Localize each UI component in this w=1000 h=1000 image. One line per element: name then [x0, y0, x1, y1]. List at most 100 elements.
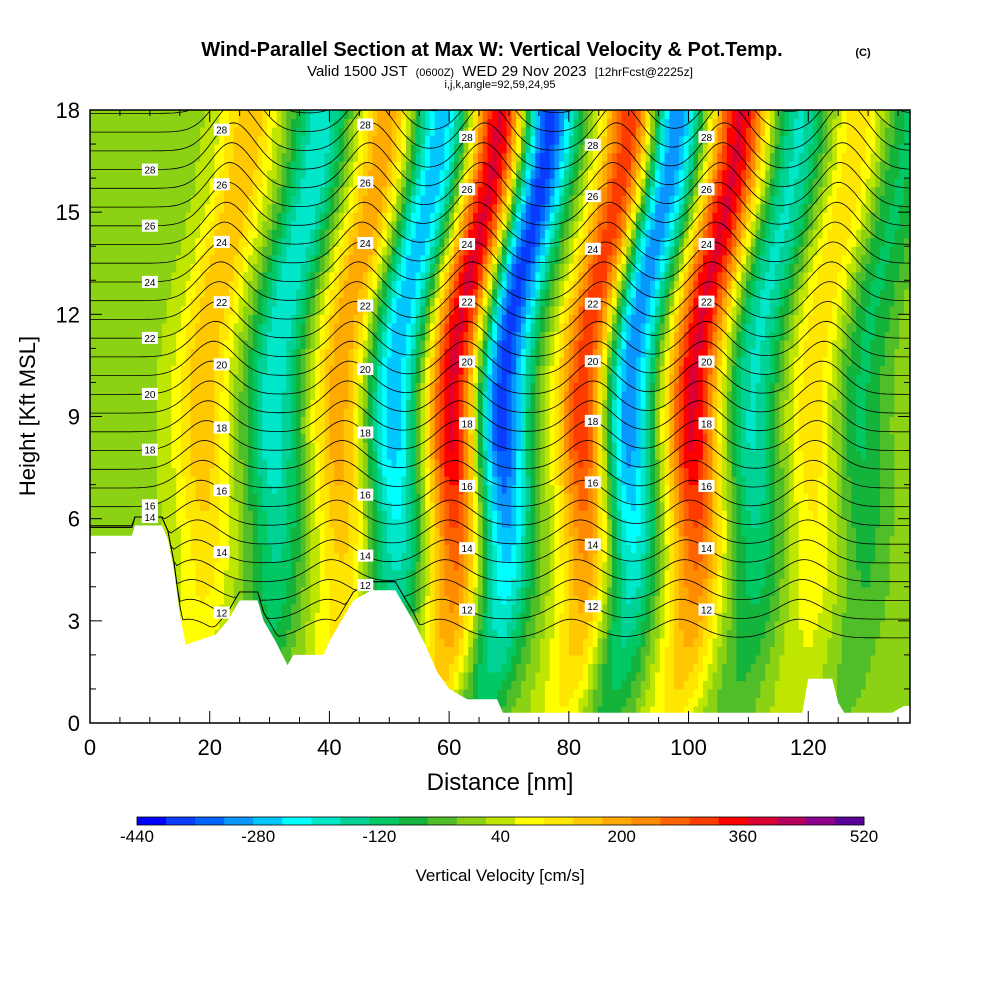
x-axis-ticks: 0 20 40 60 80 100 120 [84, 110, 899, 760]
theta-contour-label: 16 [584, 476, 601, 489]
colorbar-tick-label: 520 [850, 827, 878, 846]
theta-contour-label: 20 [213, 358, 230, 371]
colorbar-swatch [224, 817, 254, 825]
theta-contour-label: 12 [698, 603, 715, 617]
valid-date: WED 29 Nov 2023 [462, 63, 586, 80]
colorbar-swatch [515, 817, 545, 825]
theta-contour-labels: 1214161820222426281214161820222426281214… [141, 118, 715, 620]
theta-contour-label: 26 [357, 176, 374, 189]
theta-contour-line [90, 440, 910, 470]
theta-contour-label: 14 [141, 511, 158, 524]
theta-contour-label: 12 [584, 600, 601, 613]
colorbar-title: Vertical Velocity [cm/s] [415, 866, 584, 885]
theta-contour-label: 26 [698, 183, 715, 196]
theta-contour-label: 16 [213, 484, 230, 497]
colorbar-tick-label: 360 [729, 827, 757, 846]
theta-contour-line [90, 340, 910, 376]
theta-contour-label: 14 [459, 542, 476, 555]
theta-contour-label: 28 [698, 130, 715, 144]
colorbar-swatch [747, 817, 778, 825]
plot-frame [89, 109, 911, 724]
theta-contour-label: 26 [213, 178, 230, 191]
chart-header: Wind-Parallel Section at Max W: Vertical… [201, 39, 871, 91]
theta-contour-line [90, 261, 910, 302]
x-tick-label: 20 [197, 735, 221, 760]
colorbar-swatch [456, 817, 487, 825]
colorbar: -440 -280 -120 40 200 360 520 Vertical Velocit… [120, 816, 878, 885]
x-tick-label: 120 [790, 735, 827, 760]
theta-contour-line [90, 281, 910, 320]
theta-contour-label: 24 [584, 242, 601, 256]
colorbar-swatch [369, 817, 400, 825]
theta-contour-label: 14 [213, 546, 230, 559]
colorbar-ticks: -440 -280 -120 40 200 360 520 [120, 827, 878, 846]
theta-contour-label: 22 [584, 297, 601, 311]
x-tick-label: 100 [670, 735, 707, 760]
theta-contour-line [90, 499, 910, 526]
theta-contour-line [90, 320, 910, 358]
theta-contour-label: 26 [141, 219, 158, 233]
theta-contour-label: 20 [584, 355, 601, 368]
theta-contour-label: 18 [141, 443, 158, 457]
theta-contour-label: 12 [213, 606, 230, 620]
velocity-field [90, 110, 910, 723]
theta-contour-label: 18 [698, 417, 715, 430]
theta-contour-label: 22 [459, 295, 476, 309]
colorbar-swatch [689, 817, 719, 825]
colorbar-swatch [602, 817, 632, 825]
colorbar-swatches [136, 816, 865, 826]
y-tick-label: 12 [56, 302, 80, 327]
x-tick-label: 60 [437, 735, 461, 760]
theta-contour-line [90, 380, 910, 414]
colorbar-swatch [776, 817, 807, 825]
plot-area: 1214161820222426281214161820222426281214… [56, 98, 911, 760]
grid-indices: i,j,k,angle=92,59,24,95 [444, 79, 555, 91]
colorbar-swatch [660, 817, 690, 825]
theta-contour-label: 26 [459, 183, 476, 196]
theta-contour-line [90, 221, 910, 264]
y-axis-ticks: 0 3 6 9 12 15 18 [56, 98, 910, 736]
colorbar-swatch [544, 817, 574, 825]
theta-contour-label: 20 [357, 363, 374, 376]
y-tick-label: 9 [68, 405, 80, 430]
theta-contour-label: 28 [459, 130, 476, 144]
colorbar-frame [136, 816, 865, 826]
x-axis-title: Distance [nm] [427, 769, 574, 796]
valid-time-subtitle: Valid 1500 JST (0600Z) WED 29 Nov 2023 [… [307, 63, 693, 80]
utc-time: (0600Z) [416, 67, 455, 79]
colorbar-swatch [340, 817, 371, 825]
colorbar-swatch [253, 817, 283, 825]
theta-contour-label: 16 [357, 488, 374, 502]
theta-contour-label: 18 [584, 414, 601, 428]
x-tick-label: 0 [84, 735, 96, 760]
colorbar-tick-label: -120 [362, 827, 396, 846]
colorbar-swatch [718, 817, 749, 825]
colorbar-tick-label: -280 [241, 827, 275, 846]
y-tick-label: 15 [56, 200, 80, 225]
theta-contour-line [90, 110, 910, 133]
colorbar-swatch [805, 817, 836, 825]
terrain-mask [90, 525, 910, 723]
x-tick-label: 40 [317, 735, 341, 760]
colorbar-swatch [195, 817, 225, 825]
theta-contour-line [90, 516, 910, 583]
colorbar-swatch [485, 817, 516, 825]
colorbar-swatch [834, 817, 865, 825]
theta-contour-label: 18 [357, 426, 374, 440]
valid-prefix: Valid 1500 JST [307, 63, 407, 80]
theta-contour-line [90, 516, 910, 545]
theta-contour-line [90, 201, 910, 245]
theta-contour-label: 16 [141, 499, 158, 512]
theta-contour-label: 28 [357, 118, 374, 132]
y-tick-label: 0 [68, 711, 80, 736]
theta-contour-label: 28 [141, 163, 158, 177]
theta-contour-label: 18 [459, 417, 476, 430]
theta-contour-line [90, 110, 910, 152]
theta-contour-label: 20 [698, 355, 715, 369]
theta-contour-label: 24 [357, 237, 374, 250]
chart-title: Wind-Parallel Section at Max W: Vertical… [201, 39, 782, 61]
theta-contour-label: 20 [459, 355, 476, 369]
theta-contour-label: 22 [213, 296, 230, 309]
y-tick-label: 18 [56, 98, 80, 123]
theta-contour-label: 22 [141, 331, 158, 345]
